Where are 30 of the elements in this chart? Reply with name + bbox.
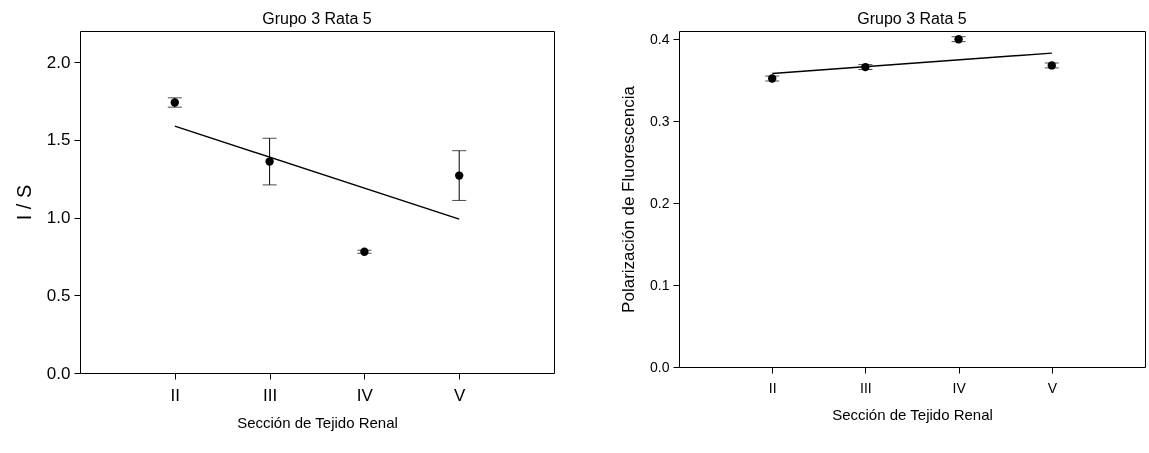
x-tick-label: V xyxy=(454,385,467,405)
x-tick-label: V xyxy=(1047,379,1058,396)
y-tick-label: 0.0 xyxy=(650,358,670,375)
y-tick-label: 0.3 xyxy=(650,112,670,129)
x-axis-title: Sección de Tejido Renal xyxy=(832,405,993,423)
y-axis-title: Polarización de Fluorescencia xyxy=(619,85,639,313)
y-tick-label: 0.1 xyxy=(650,276,670,293)
chart-title: Grupo 3 Rata 5 xyxy=(857,10,967,27)
point xyxy=(360,247,369,256)
y-tick-label: 2.0 xyxy=(46,52,71,72)
x-tick-label: II xyxy=(170,385,181,405)
y-tick-label: 0.4 xyxy=(650,30,670,47)
x-axis-title: Sección de Tejido Renal xyxy=(237,413,398,431)
x-tick-label: II xyxy=(768,379,777,396)
point xyxy=(768,74,777,83)
y-tick-label: 0.5 xyxy=(46,285,71,305)
point xyxy=(455,171,464,180)
x-tick-label: III xyxy=(263,385,278,405)
y-axis-title: I / S xyxy=(12,184,35,221)
point xyxy=(1047,61,1056,70)
x-tick-label: III xyxy=(860,379,872,396)
x-tick-label: IV xyxy=(356,385,374,405)
x-tick-label: IV xyxy=(952,379,967,396)
point xyxy=(954,35,963,44)
y-tick-label: 1.5 xyxy=(46,130,71,150)
y-tick-label: 0.0 xyxy=(46,363,71,383)
y-tick-label: 0.2 xyxy=(650,194,670,211)
y-tick-label: 1.0 xyxy=(46,208,71,228)
chart-title: Grupo 3 Rata 5 xyxy=(262,10,372,27)
point xyxy=(265,157,274,166)
